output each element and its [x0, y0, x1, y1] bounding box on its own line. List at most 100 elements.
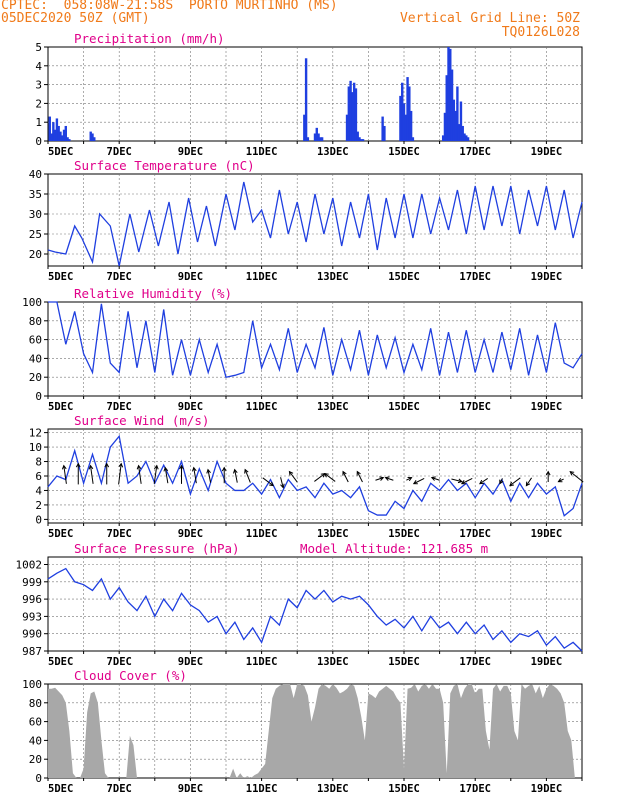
pres-ytick-label: 1002: [16, 558, 43, 571]
pres-xtick-label: 11DEC: [246, 656, 278, 668]
precip-bar: [445, 75, 448, 141]
wind-vector: [138, 465, 142, 484]
precip-bar: [93, 137, 96, 141]
pres-line: [47, 567, 583, 652]
wind-vector-head: [244, 468, 249, 474]
wind-vector-head: [384, 476, 390, 481]
wind-vector: [164, 467, 169, 484]
wind-title: Surface Wind (m/s): [74, 413, 209, 428]
precip-bar: [320, 137, 324, 141]
precip-bar: [352, 82, 356, 141]
wind-ytick-label: 2: [35, 499, 42, 512]
wind-vector-head: [233, 468, 238, 474]
wind-vector: [118, 463, 122, 485]
precip-bar: [399, 95, 402, 141]
precip-bar: [50, 133, 53, 141]
precip-xtick-label: 19DEC: [531, 146, 563, 158]
pres-frame: [47, 556, 583, 652]
cloud-area: [48, 684, 582, 778]
cloud-ytick-label: 60: [29, 716, 42, 729]
wind-vector-head: [342, 470, 347, 476]
wind-vector: [280, 477, 284, 488]
wind-vector-head: [191, 466, 197, 472]
pres-annotation: Model Altitude: 121.685 m: [300, 541, 488, 556]
wind-vector: [461, 477, 473, 485]
wind-vector: [375, 477, 384, 481]
precip-bar: [408, 86, 411, 141]
wind-xtick-label: 7DEC: [107, 528, 132, 540]
precip-ytick-label: 3: [35, 79, 42, 92]
temp-ytick-label: 25: [29, 228, 42, 241]
wind-ytick-label: 8: [35, 456, 42, 469]
precip-xtick-label: 15DEC: [388, 146, 420, 158]
rh-title: Relative Humidity (%): [74, 286, 232, 301]
pres-xtick-label: 9DEC: [178, 656, 203, 668]
wind-vector: [207, 469, 212, 483]
precip-bar: [466, 137, 470, 141]
wind-line: [47, 434, 583, 517]
wind-vector-head: [569, 470, 575, 476]
wind-vector-head: [288, 470, 294, 476]
precip-bar: [406, 77, 409, 141]
cloud-xtick-label: 15DEC: [388, 783, 420, 795]
precip-bar: [48, 116, 51, 141]
precip-bar: [68, 139, 71, 141]
pres-ytick-label: 990: [22, 628, 42, 641]
wind-vector-head: [154, 464, 159, 470]
wind-vector-head: [499, 479, 504, 485]
precip-bar: [463, 133, 466, 141]
temp-ytick-label: 35: [29, 188, 42, 201]
temp-xtick-label: 7DEC: [107, 271, 132, 283]
wind-vector-head: [280, 483, 285, 489]
precip-bar: [401, 82, 404, 141]
precip-bar: [57, 125, 60, 141]
wind-vector-head: [479, 479, 484, 485]
temp-title: Surface Temperature (nC): [74, 158, 255, 173]
pres-ytick-label: 993: [22, 610, 42, 623]
wind-vector: [90, 465, 94, 484]
wind-ytick-label: 10: [29, 441, 42, 454]
temp-ytick-label: 30: [29, 208, 42, 221]
precip-bar: [354, 88, 358, 141]
precip-bar: [457, 124, 461, 141]
precip-xtick-label: 11DEC: [246, 146, 278, 158]
station-info: CPTEC: 058:08W-21:58S PORTO MURTINHO (MS…: [1, 0, 338, 13]
rh-xtick-label: 5DEC: [48, 401, 73, 413]
precip-frame: [47, 46, 583, 142]
wind-vector-head: [206, 468, 211, 474]
rh-ytick-label: 80: [29, 315, 42, 328]
precip-bar: [349, 80, 352, 141]
precip-bar: [351, 92, 354, 141]
precip-bar: [89, 131, 92, 141]
model-id: TQ0126L028: [501, 25, 580, 40]
rh-xtick-label: 11DEC: [246, 401, 278, 413]
precip-bar: [404, 114, 407, 141]
wind-vector: [525, 477, 532, 486]
precip-bar: [356, 131, 359, 141]
wind-xtick-label: 5DEC: [48, 528, 73, 540]
precip-bar: [360, 139, 363, 141]
precip-bar: [91, 133, 94, 141]
precip-bar: [402, 103, 406, 141]
precip-bar: [62, 129, 66, 141]
wind-ytick-label: 12: [29, 427, 42, 440]
cloud-ytick-label: 0: [35, 772, 42, 785]
cloud-title: Cloud Cover (%): [74, 668, 187, 683]
wind-vector: [314, 473, 326, 482]
precip-bar: [456, 86, 459, 141]
cloud-xtick-label: 17DEC: [459, 783, 491, 795]
wind-xtick-label: 17DEC: [459, 528, 491, 540]
rh-ytick-label: 100: [22, 296, 42, 309]
precip-bar: [441, 135, 445, 141]
precip-bar: [358, 137, 361, 141]
pres-xtick-label: 5DEC: [48, 656, 73, 668]
wind-vector: [234, 469, 238, 483]
precip-bar: [64, 125, 67, 141]
wind-xtick-label: 9DEC: [178, 528, 203, 540]
rh-xtick-label: 19DEC: [531, 401, 563, 413]
wind-ytick-label: 6: [35, 470, 42, 483]
wind-vector-head: [75, 462, 81, 468]
pres-xtick-label: 15DEC: [388, 656, 420, 668]
wind-ytick-label: 0: [35, 513, 42, 526]
wind-vector-head: [525, 481, 531, 487]
